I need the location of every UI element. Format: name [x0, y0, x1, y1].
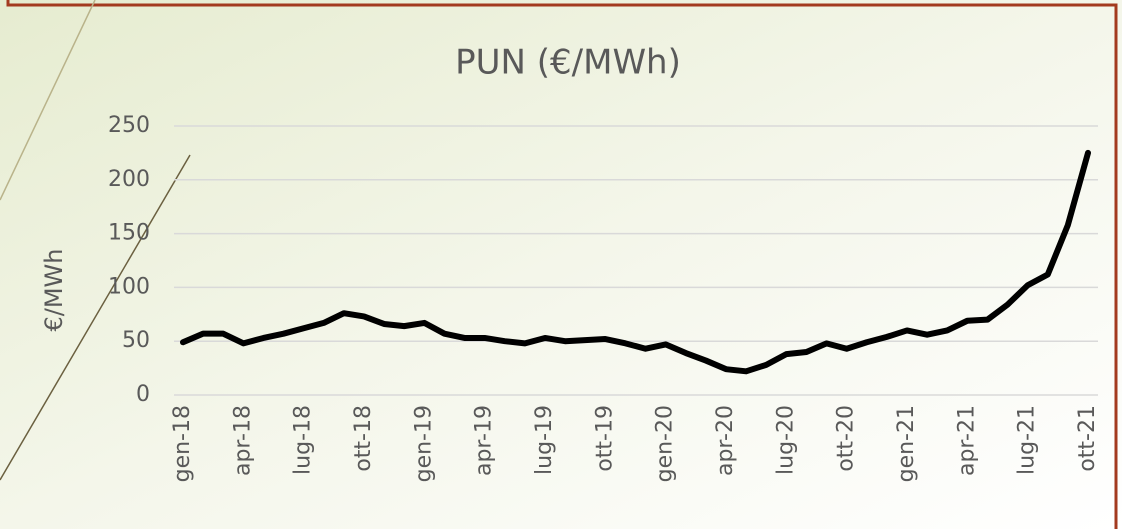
- x-tick-label: ott-18: [351, 405, 376, 472]
- data-line: [180, 149, 1091, 375]
- y-tick-label: 200: [108, 167, 150, 192]
- chart-title: PUN (€/MWh): [455, 43, 681, 83]
- frame: [6, 0, 1118, 529]
- decor-line: [0, 0, 96, 201]
- decor-line: [0, 154, 191, 481]
- x-tick-label: gen-20: [653, 405, 678, 482]
- x-tick-label: lug-19: [532, 405, 557, 475]
- y-tick-label: 100: [108, 274, 150, 299]
- y-tick-label: 250: [108, 113, 150, 138]
- x-tick-label: ott-20: [834, 405, 859, 472]
- x-tick-label: apr-21: [954, 405, 979, 476]
- x-tick-label: ott-19: [592, 405, 617, 472]
- x-tick-label: gen-18: [170, 405, 195, 482]
- x-tick-label: apr-20: [713, 405, 738, 476]
- y-tick-label: 0: [136, 382, 150, 407]
- x-tick-label: lug-20: [773, 405, 798, 475]
- y-axis-label: €/MWh: [40, 248, 68, 331]
- x-tick-label: gen-19: [411, 405, 436, 482]
- x-tick-label: apr-19: [472, 405, 497, 476]
- x-tick-label: lug-18: [291, 405, 316, 475]
- x-tick-label: ott-21: [1075, 405, 1100, 472]
- x-tick-label: gen-21: [894, 405, 919, 482]
- y-tick-label: 50: [122, 328, 150, 353]
- x-tick-label: lug-21: [1015, 405, 1040, 475]
- y-tick-label: 150: [108, 221, 150, 246]
- x-tick-label: apr-18: [230, 405, 255, 476]
